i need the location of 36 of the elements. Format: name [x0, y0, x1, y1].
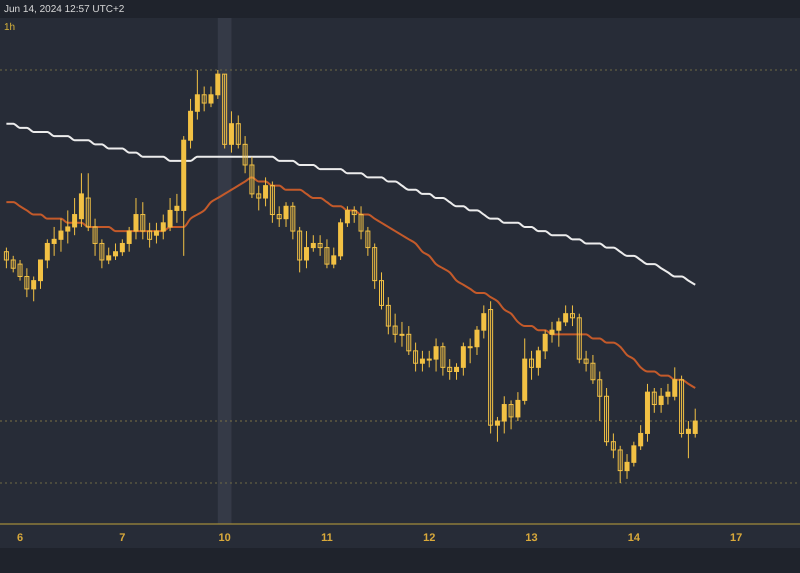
candlestick	[154, 222, 159, 244]
x-tick-label: 14	[628, 532, 641, 544]
candlestick	[474, 326, 480, 356]
x-tick-label: 12	[423, 532, 436, 544]
text: 1h	[4, 22, 16, 33]
candlestick	[208, 86, 214, 108]
candlestick	[494, 416, 500, 442]
candlestick	[18, 259, 23, 282]
candlestick	[529, 350, 534, 380]
x-tick-label: 13	[525, 532, 538, 544]
x-tick-label: 11	[321, 532, 333, 544]
candlestick	[133, 198, 138, 240]
x-tick-label: 6	[16, 532, 24, 544]
candlestick	[454, 362, 460, 380]
candlestick	[263, 176, 268, 207]
candlestick	[284, 202, 289, 228]
candlestick	[570, 304, 575, 327]
candlestick	[550, 321, 554, 344]
x-tick-label: 7	[119, 532, 126, 544]
candlestick	[304, 230, 309, 269]
candlestick	[434, 338, 439, 372]
x-tick-label: 10	[218, 532, 231, 544]
candlestick	[113, 242, 118, 260]
candlestick	[228, 110, 234, 154]
candlestick	[92, 218, 98, 256]
candlestick	[38, 259, 43, 290]
x-tick-label: 17	[730, 532, 742, 544]
candlestick	[379, 272, 384, 310]
candlestick	[358, 206, 364, 240]
candlestick	[324, 238, 330, 269]
candlestick	[624, 454, 630, 480]
text: Jun 14, 2024 12:57 UTC+2	[4, 4, 125, 15]
candlestick	[665, 383, 670, 406]
candlestick	[399, 321, 404, 348]
candlestick	[604, 388, 610, 446]
candlestick	[58, 218, 64, 252]
